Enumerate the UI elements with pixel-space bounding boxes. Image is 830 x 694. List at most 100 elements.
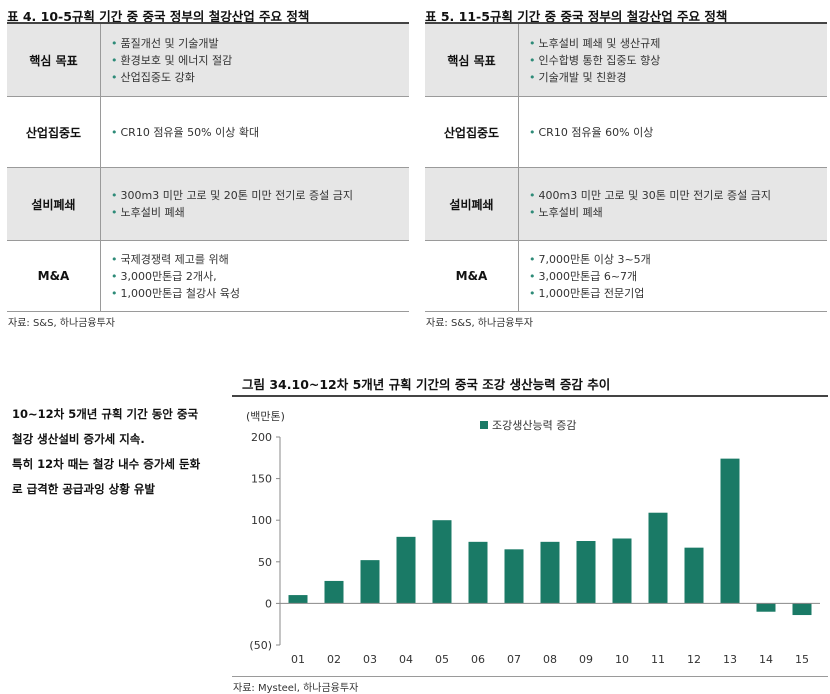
row-body: 국제경쟁력 제고를 위해 3,000만톤급 2개사, 1,000만톤급 철강사 … (101, 241, 409, 311)
list-item: 7,000만톤 이상 3~5개 (529, 251, 827, 268)
x-tick-label: 14 (759, 653, 773, 666)
bar-11 (648, 512, 668, 604)
commentary-line: 10~12차 5개년 규획 기간 동안 중국 (12, 407, 199, 421)
commentary-line: 특히 12차 때는 철강 내수 증가세 둔화 (12, 457, 201, 471)
x-axis: 01 02 03 04 05 06 07 08 09 10 11 12 13 14 15 (280, 602, 820, 666)
row-body: 7,000만톤 이상 3~5개 3,000만톤급 6~7개 1,000만톤급 전… (519, 241, 827, 311)
list-item: 기술개발 및 친환경 (529, 69, 827, 86)
bars-group (288, 458, 812, 616)
list-item: 노후설비 폐쇄 (529, 204, 827, 221)
table-right-row-ma: M&A 7,000만톤 이상 3~5개 3,000만톤급 6~7개 1,000만… (425, 241, 827, 312)
chart-bottom-rule (232, 676, 828, 677)
x-tick-label: 11 (651, 653, 665, 666)
x-tick-label: 01 (291, 653, 305, 666)
bar-14 (756, 603, 776, 612)
x-tick-label: 08 (543, 653, 557, 666)
list-item: 3,000만톤급 6~7개 (529, 268, 827, 285)
table-left-source: 자료: S&S, 하나금융투자 (8, 318, 115, 329)
row-body: 400m3 미만 고로 및 30톤 미만 전기로 증설 금지 노후설비 폐쇄 (519, 168, 827, 240)
x-tick-label: 12 (687, 653, 701, 666)
table-right-title: 표 5. 11-5규획 기간 중 중국 정부의 철강산업 주요 정책 (425, 9, 728, 24)
list-item: 국제경쟁력 제고를 위해 (111, 251, 409, 268)
bar-13 (720, 458, 740, 604)
row-label: 산업집중도 (425, 97, 519, 167)
y-tick-label: 100 (251, 514, 272, 527)
bar-01 (288, 595, 308, 604)
row-label: 설비폐쇄 (7, 168, 101, 240)
legend-swatch (480, 421, 488, 429)
y-tick-label: 50 (258, 556, 272, 569)
table-right: 핵심 목표 노후설비 폐쇄 및 생산규제 인수합병 통한 집중도 향상 기술개발… (425, 22, 827, 312)
table-left-row-closure: 설비폐쇄 300m3 미만 고로 및 20톤 미만 전기로 증설 금지 노후설비… (7, 168, 409, 241)
row-body: 노후설비 폐쇄 및 생산규제 인수합병 통한 집중도 향상 기술개발 및 친환경 (519, 24, 827, 96)
bar-10 (612, 538, 632, 604)
list-item: 400m3 미만 고로 및 30톤 미만 전기로 증설 금지 (529, 187, 827, 204)
x-tick-label: 06 (471, 653, 485, 666)
bar-06 (468, 541, 488, 604)
table-right-source: 자료: S&S, 하나금융투자 (426, 318, 533, 329)
x-tick-label: 07 (507, 653, 521, 666)
list-item: 300m3 미만 고로 및 20톤 미만 전기로 증설 금지 (111, 187, 409, 204)
bar-12 (684, 547, 704, 604)
bar-05 (432, 520, 452, 604)
list-item: 인수합병 통한 집중도 향상 (529, 52, 827, 69)
chart-source: 자료: Mysteel, 하나금융투자 (233, 683, 359, 694)
y-axis-label: (백만톤) (246, 410, 285, 423)
x-tick-label: 10 (615, 653, 629, 666)
list-item: CR10 점유율 50% 이상 확대 (111, 124, 409, 141)
row-body: 300m3 미만 고로 및 20톤 미만 전기로 증설 금지 노후설비 폐쇄 (101, 168, 409, 240)
bar-04 (396, 536, 416, 604)
side-commentary: 10~12차 5개년 규획 기간 동안 중국 철강 생산설비 증가세 지속. 특… (12, 402, 227, 502)
x-tick-label: 02 (327, 653, 341, 666)
chart-top-rule (232, 395, 828, 397)
table-right-row-closure: 설비폐쇄 400m3 미만 고로 및 30톤 미만 전기로 증설 금지 노후설비… (425, 168, 827, 241)
row-label: 핵심 목표 (7, 24, 101, 96)
table-left-row-goal: 핵심 목표 품질개선 및 기술개발 환경보호 및 에너지 절감 산업집중도 강화 (7, 24, 409, 97)
bar-09 (576, 541, 596, 604)
list-item: CR10 점유율 60% 이상 (529, 124, 827, 141)
table-left: 핵심 목표 품질개선 및 기술개발 환경보호 및 에너지 절감 산업집중도 강화… (7, 22, 409, 312)
list-item: 품질개선 및 기술개발 (111, 35, 409, 52)
x-tick-label: 13 (723, 653, 737, 666)
x-tick-label: 09 (579, 653, 593, 666)
row-label: 설비폐쇄 (425, 168, 519, 240)
row-label: M&A (7, 241, 101, 311)
x-tick-label: 04 (399, 653, 413, 666)
bar-02 (324, 580, 344, 604)
y-tick-label: 200 (251, 431, 272, 444)
list-item: 노후설비 폐쇄 (111, 204, 409, 221)
chart-title: 그림 34.10~12차 5개년 규획 기간의 중국 조강 생산능력 증감 추이 (242, 377, 611, 392)
bar-15 (792, 603, 812, 616)
table-left-row-concentration: 산업집중도 CR10 점유율 50% 이상 확대 (7, 97, 409, 168)
table-right-row-goal: 핵심 목표 노후설비 폐쇄 및 생산규제 인수합병 통한 집중도 향상 기술개발… (425, 24, 827, 97)
bar-03 (360, 560, 380, 604)
row-label: M&A (425, 241, 519, 311)
row-body: CR10 점유율 50% 이상 확대 (101, 97, 409, 167)
commentary-line: 철강 생산설비 증가세 지속. (12, 432, 145, 446)
list-item: 1,000만톤급 철강사 육성 (111, 285, 409, 302)
row-body: 품질개선 및 기술개발 환경보호 및 에너지 절감 산업집중도 강화 (101, 24, 409, 96)
bar-08 (540, 541, 560, 604)
y-tick-label: 150 (251, 473, 272, 486)
row-label: 산업집중도 (7, 97, 101, 167)
legend-label: 조강생산능력 증감 (492, 419, 576, 432)
row-body: CR10 점유율 60% 이상 (519, 97, 827, 167)
list-item: 3,000만톤급 2개사, (111, 268, 409, 285)
bar-07 (504, 549, 524, 604)
y-axis: (50) 0 50 100 150 200 (249, 431, 281, 652)
list-item: 1,000만톤급 전문기업 (529, 285, 827, 302)
table-left-title: 표 4. 10-5규획 기간 중 중국 정부의 철강산업 주요 정책 (7, 9, 310, 24)
x-tick-label: 15 (795, 653, 809, 666)
chart-legend: 조강생산능력 증감 (480, 419, 576, 432)
y-tick-label: 0 (265, 597, 272, 610)
list-item: 환경보호 및 에너지 절감 (111, 52, 409, 69)
x-tick-label: 05 (435, 653, 449, 666)
list-item: 산업집중도 강화 (111, 69, 409, 86)
list-item: 노후설비 폐쇄 및 생산규제 (529, 35, 827, 52)
x-tick-label: 03 (363, 653, 377, 666)
commentary-line: 로 급격한 공급과잉 상황 유발 (12, 482, 155, 496)
row-label: 핵심 목표 (425, 24, 519, 96)
y-tick-label: (50) (249, 639, 272, 652)
table-right-row-concentration: 산업집중도 CR10 점유율 60% 이상 (425, 97, 827, 168)
